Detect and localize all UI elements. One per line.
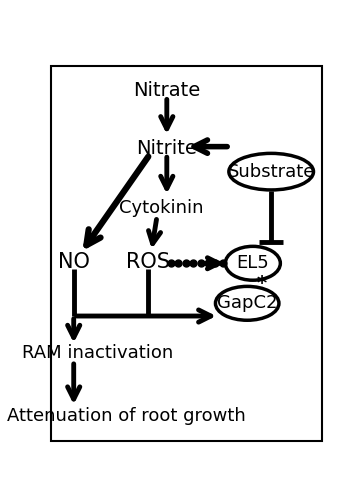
Text: NO: NO — [58, 252, 90, 272]
Text: Nitrite: Nitrite — [136, 139, 197, 158]
Text: RAM inactivation: RAM inactivation — [22, 344, 173, 362]
Text: EL5: EL5 — [237, 254, 269, 272]
Text: Substrate: Substrate — [228, 162, 315, 180]
Text: Cytokinin: Cytokinin — [119, 199, 203, 217]
Text: *: * — [256, 274, 266, 293]
Text: GapC2: GapC2 — [217, 294, 277, 312]
Ellipse shape — [229, 154, 313, 190]
Ellipse shape — [215, 286, 279, 320]
Text: Attenuation of root growth: Attenuation of root growth — [7, 407, 245, 425]
Text: ROS: ROS — [126, 252, 170, 272]
Text: Nitrate: Nitrate — [133, 82, 201, 100]
Ellipse shape — [225, 246, 280, 280]
